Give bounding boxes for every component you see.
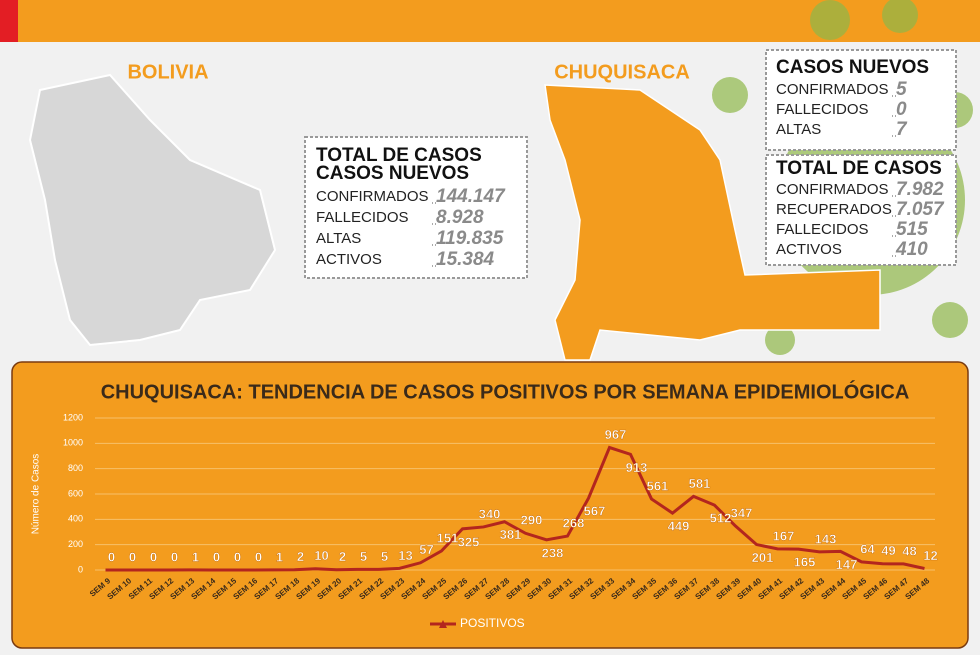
stat-label: FALLECIDOS	[776, 221, 869, 238]
stat-value: 144.147	[436, 186, 506, 207]
data-label: 0	[213, 549, 220, 564]
data-label: 57	[419, 542, 433, 557]
stat-label: RECUPERADOS	[776, 201, 892, 218]
chuquisaca-map	[544, 84, 881, 361]
map-label: CHUQUISACA	[554, 61, 690, 83]
data-label: 381	[500, 527, 522, 542]
y-tick-label: 400	[68, 514, 83, 524]
data-label: 347	[731, 505, 753, 520]
stat-value: 7.982	[896, 179, 944, 200]
data-label: 5	[360, 549, 367, 564]
data-label: 151	[437, 530, 459, 545]
y-tick-label: 1200	[63, 412, 83, 422]
box-heading: CASOS NUEVOS	[776, 57, 929, 78]
total-cases-box	[765, 154, 957, 266]
y-tick-label: 1000	[63, 438, 83, 448]
stat-label: ACTIVOS	[776, 241, 842, 258]
data-label: 0	[255, 549, 262, 564]
data-label: 512	[710, 511, 732, 526]
map-label: BOLIVIA	[127, 61, 208, 83]
box-heading: TOTAL DE CASOS	[776, 158, 942, 179]
data-label: 1	[192, 549, 199, 564]
data-label: 48	[902, 543, 916, 558]
data-label: 290	[521, 513, 543, 528]
data-label: 913	[626, 460, 648, 475]
stat-label: ALTAS	[776, 121, 821, 138]
stat-label: CONFIRMADOS	[776, 181, 889, 198]
stat-value: 119.835	[436, 228, 504, 249]
data-label: 238	[542, 545, 564, 560]
stat-value: 7	[896, 119, 908, 140]
stat-value: 15.384	[436, 249, 495, 270]
y-tick-label: 600	[68, 488, 83, 498]
data-label: 561	[647, 478, 669, 493]
box-heading: TOTAL DE CASOS	[316, 145, 482, 166]
data-label: 0	[108, 549, 115, 564]
stat-value: 8.928	[436, 207, 484, 228]
data-label: 2	[339, 549, 346, 564]
data-label: 0	[234, 549, 241, 564]
stat-label: CONFIRMADOS	[316, 188, 429, 205]
stat-value: 5	[896, 79, 907, 100]
data-label: 147	[836, 557, 858, 572]
y-tick-label: 800	[68, 463, 83, 473]
bolivia-box	[304, 136, 528, 279]
data-label: 10	[314, 548, 328, 563]
data-label: 340	[479, 506, 501, 521]
stat-value: 7.057	[896, 199, 945, 220]
data-label: 567	[584, 504, 606, 519]
y-tick-label: 0	[78, 564, 83, 574]
data-label: 143	[815, 531, 837, 546]
box-heading: CASOS NUEVOS	[316, 163, 469, 184]
stat-label: ACTIVOS	[316, 251, 382, 268]
legend-marker	[439, 620, 447, 628]
data-label: 5	[381, 549, 388, 564]
stat-label: CONFIRMADOS	[776, 81, 889, 98]
new-cases-box	[765, 49, 957, 151]
chart-title: CHUQUISACA: TENDENCIA DE CASOS POSITIVOS…	[101, 379, 910, 403]
bolivia-map	[28, 73, 277, 347]
data-label: 64	[860, 541, 875, 556]
y-axis-label: Número de Casos	[31, 454, 42, 535]
y-tick-label: 200	[68, 539, 83, 549]
stat-value: 0	[896, 99, 907, 120]
data-label: 1	[276, 549, 283, 564]
data-label: 13	[398, 548, 412, 563]
stat-label: FALLECIDOS	[316, 209, 409, 226]
data-label: 268	[563, 515, 585, 530]
stat-value: 410	[895, 239, 928, 260]
data-label: 967	[605, 427, 627, 442]
data-label: 2	[297, 549, 304, 564]
data-label: 0	[129, 549, 136, 564]
stat-label: ALTAS	[316, 230, 361, 247]
legend-label: POSITIVOS	[460, 616, 525, 630]
data-label: 449	[668, 519, 690, 534]
data-label: 167	[773, 528, 795, 543]
stat-label: FALLECIDOS	[776, 101, 869, 118]
stat-value: 515	[896, 219, 928, 240]
data-label: 0	[171, 549, 178, 564]
top-bar-accent	[0, 0, 18, 42]
data-label: 201	[752, 550, 774, 565]
data-label: 581	[689, 476, 711, 491]
data-label: 165	[794, 555, 816, 570]
data-label: 12	[923, 548, 937, 563]
series-line	[105, 445, 925, 572]
data-label: 0	[150, 549, 157, 564]
data-label: 49	[881, 543, 895, 558]
chart-panel	[11, 361, 969, 649]
data-label: 325	[458, 534, 480, 549]
